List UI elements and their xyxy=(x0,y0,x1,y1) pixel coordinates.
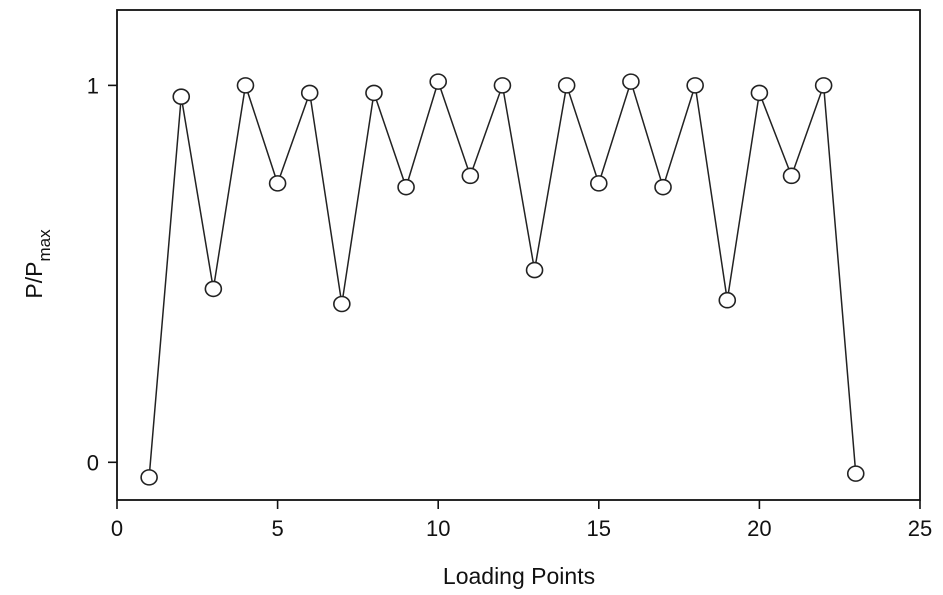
y-tick-label: 0 xyxy=(87,450,99,475)
data-point xyxy=(397,178,415,196)
data-point xyxy=(268,175,287,192)
y-axis-label-subscript: max xyxy=(35,229,54,262)
data-point xyxy=(782,167,801,185)
ticks-layer: 0 5 10 15 20 25 0 1 xyxy=(87,73,932,541)
y-axis-label-base: P/P xyxy=(21,262,47,299)
data-point xyxy=(493,77,512,94)
data-point xyxy=(429,73,448,90)
x-axis-label: Loading Points xyxy=(443,563,595,589)
x-tick-label: 15 xyxy=(587,516,611,541)
series-line xyxy=(148,79,857,478)
data-point xyxy=(365,84,383,102)
data-point xyxy=(750,84,769,102)
x-tick-label: 10 xyxy=(426,516,450,541)
data-point xyxy=(686,77,704,94)
data-point xyxy=(461,167,480,185)
x-tick-label: 5 xyxy=(271,516,283,541)
data-point xyxy=(525,261,544,279)
data-point xyxy=(236,77,255,94)
data-point xyxy=(718,291,737,309)
data-point xyxy=(654,178,672,196)
y-axis-label: P/Pmax xyxy=(21,229,54,299)
y-tick-label: 1 xyxy=(87,73,99,98)
x-tick-label: 20 xyxy=(747,516,771,541)
data-point xyxy=(622,73,640,90)
data-point xyxy=(300,84,319,102)
data-point xyxy=(589,175,608,192)
x-tick-label: 25 xyxy=(908,516,932,541)
data-point xyxy=(814,77,833,94)
data-point xyxy=(557,77,576,94)
data-point xyxy=(140,469,158,486)
plot-frame xyxy=(116,9,921,501)
data-point xyxy=(172,88,191,105)
data-point xyxy=(846,465,865,482)
x-tick-label: 0 xyxy=(111,516,123,541)
data-point xyxy=(333,295,351,313)
data-point xyxy=(204,280,223,298)
series-layer xyxy=(140,73,865,486)
